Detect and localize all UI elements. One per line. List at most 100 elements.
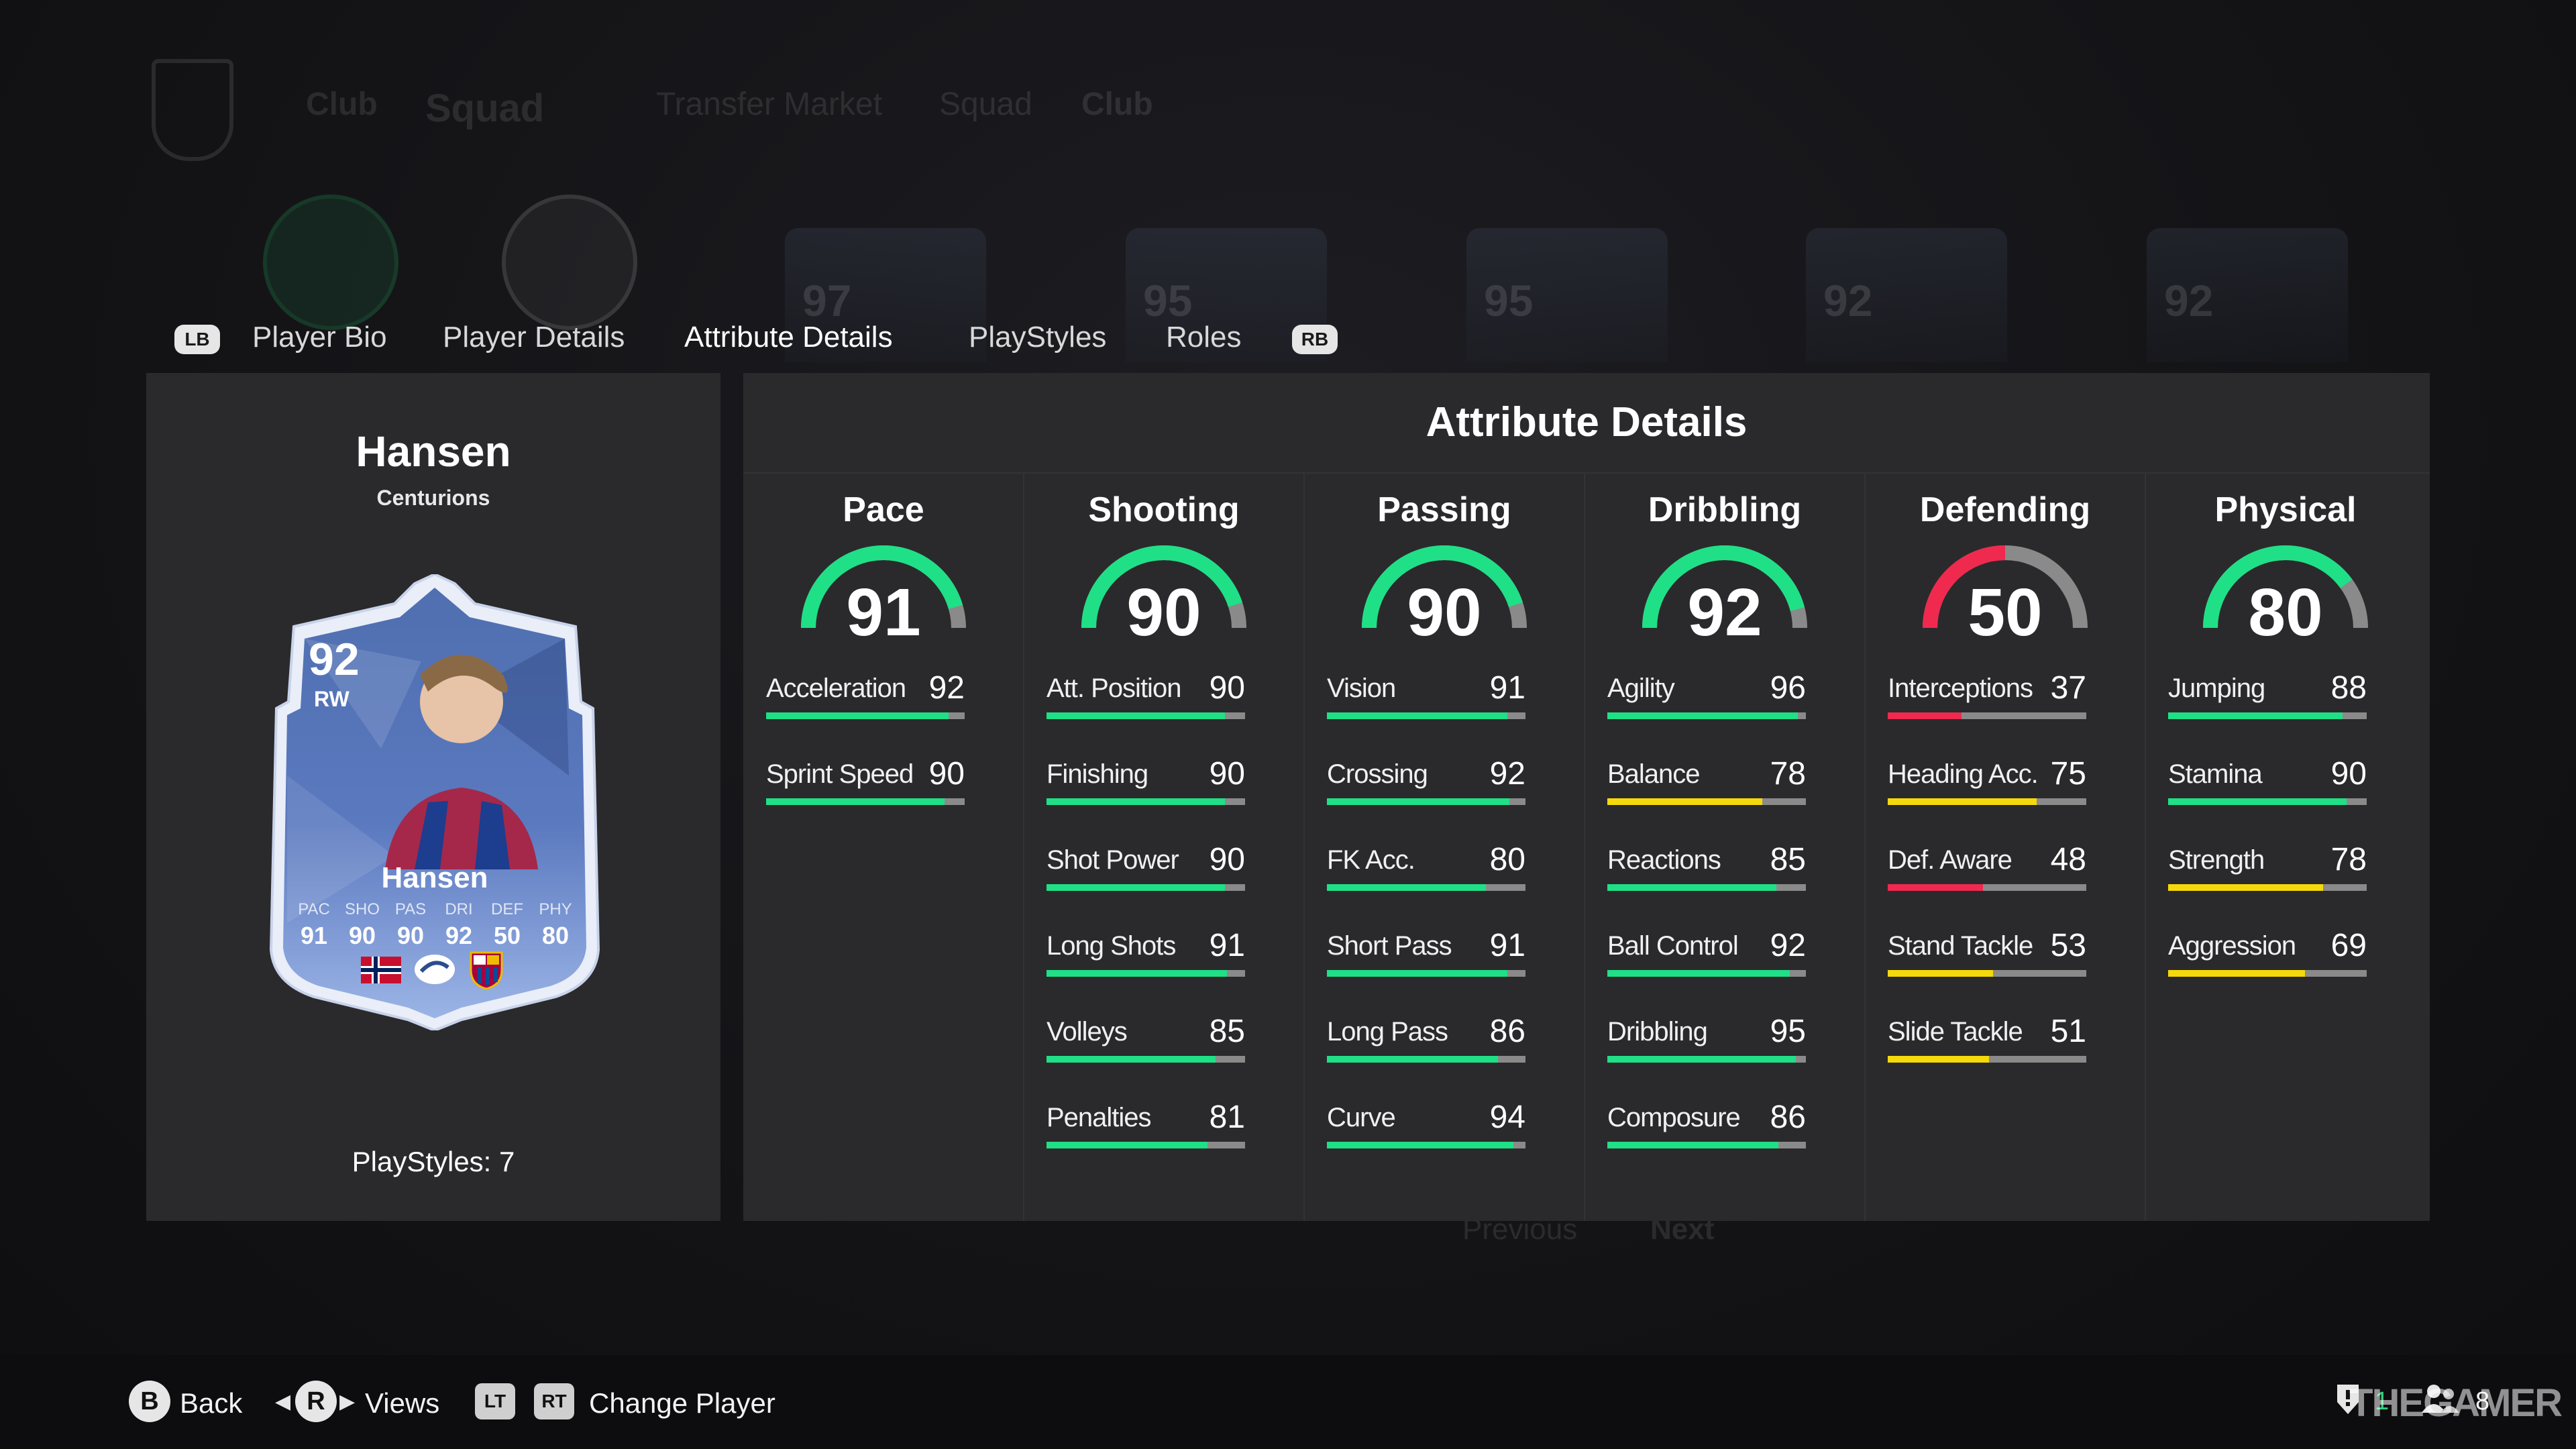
attribute-name: Vision bbox=[1327, 674, 1396, 703]
attribute-row: Ball Control 92 bbox=[1607, 928, 1806, 985]
attribute-bar bbox=[1046, 798, 1245, 805]
gauge-fill bbox=[801, 545, 963, 629]
attribute-name: Stamina bbox=[2168, 759, 2263, 789]
attribute-bar-fill bbox=[1046, 1056, 1216, 1063]
attribute-row: Balance 78 bbox=[1607, 756, 1806, 813]
attribute-bar-fill bbox=[1046, 884, 1226, 891]
attribute-bar-fill bbox=[1327, 1056, 1498, 1063]
attribute-value: 91 bbox=[1209, 928, 1245, 963]
gauge-fill bbox=[1362, 545, 1523, 629]
thegamer-watermark: THEGAMER bbox=[2349, 1381, 2563, 1425]
card-stat-sho: SHO 90 bbox=[344, 900, 380, 949]
attribute-value: 90 bbox=[1209, 842, 1245, 877]
attribute-row: Volleys 85 bbox=[1046, 1014, 1245, 1071]
attribute-value: 91 bbox=[1489, 928, 1525, 963]
attribute-name: Jumping bbox=[2168, 674, 2265, 703]
attribute-bar-fill bbox=[1607, 1142, 1778, 1148]
attribute-value: 92 bbox=[1770, 928, 1806, 963]
attribute-bar-fill bbox=[1046, 712, 1226, 719]
attribute-bar-fill bbox=[1327, 970, 1508, 977]
attribute-bar bbox=[1888, 712, 2086, 719]
attribute-bar-fill bbox=[1888, 884, 1984, 891]
attribute-bar bbox=[1327, 970, 1525, 977]
attribute-row: Stand Tackle 53 bbox=[1888, 928, 2086, 985]
gauge-fill bbox=[1081, 545, 1242, 629]
tab-player-details[interactable]: Player Details bbox=[443, 321, 625, 354]
category-gauge bbox=[1923, 545, 2088, 629]
attribute-bar bbox=[1888, 884, 2086, 891]
lb-bumper-icon[interactable]: LB bbox=[174, 325, 220, 354]
attribute-value: 96 bbox=[1770, 670, 1806, 706]
column-divider bbox=[1303, 474, 1305, 1221]
views-label[interactable]: Views bbox=[365, 1387, 440, 1419]
attribute-row: Vision 91 bbox=[1327, 670, 1525, 727]
attribute-bar bbox=[1046, 884, 1245, 891]
attribute-bar bbox=[1327, 1056, 1525, 1063]
attribute-row: Long Shots 91 bbox=[1046, 928, 1245, 985]
attribute-bar bbox=[766, 712, 965, 719]
back-label[interactable]: Back bbox=[180, 1387, 243, 1419]
category-rating: 80 bbox=[2248, 575, 2323, 650]
attribute-column-pace: Pace 91 Acceleration 92 Sprint Speed 90 bbox=[743, 474, 1024, 1221]
attribute-value: 95 bbox=[1770, 1014, 1806, 1049]
liga-f-icon bbox=[415, 955, 455, 984]
attribute-row: Dribbling 95 bbox=[1607, 1014, 1806, 1071]
b-button-icon[interactable]: B bbox=[129, 1381, 170, 1422]
notification-count: 1 bbox=[2375, 1387, 2390, 1415]
attribute-bar bbox=[1607, 798, 1806, 805]
attribute-name: Acceleration bbox=[766, 674, 906, 703]
tab-playstyles[interactable]: PlayStyles bbox=[969, 321, 1107, 354]
tab-player-bio[interactable]: Player Bio bbox=[252, 321, 387, 354]
tab-attribute-details[interactable]: Attribute Details bbox=[684, 321, 893, 354]
notification-icon[interactable] bbox=[2332, 1382, 2364, 1417]
player-team: Centurions bbox=[376, 486, 490, 510]
attribute-bar bbox=[1327, 712, 1525, 719]
attribute-value: 94 bbox=[1489, 1099, 1525, 1135]
left-arrow-icon: ◀ bbox=[275, 1391, 291, 1413]
category-gauge bbox=[1362, 545, 1527, 629]
attribute-row: Stamina 90 bbox=[2168, 756, 2367, 813]
rb-bumper-icon[interactable]: RB bbox=[1292, 325, 1338, 354]
attribute-name: Strength bbox=[2168, 845, 2265, 875]
attribute-name: Volleys bbox=[1046, 1017, 1128, 1046]
rt-trigger-icon[interactable]: RT bbox=[534, 1383, 574, 1419]
attribute-value: 53 bbox=[2050, 928, 2086, 963]
category-gauge bbox=[801, 545, 966, 629]
lt-trigger-icon[interactable]: LT bbox=[475, 1383, 515, 1419]
attribute-bar-fill bbox=[1327, 1142, 1514, 1148]
attribute-row: Aggression 69 bbox=[2168, 928, 2367, 985]
attribute-value: 51 bbox=[2050, 1014, 2086, 1049]
category-gauge bbox=[2203, 545, 2368, 629]
attribute-row: Heading Acc. 75 bbox=[1888, 756, 2086, 813]
bg-slot-circle bbox=[263, 195, 398, 330]
attribute-row: Sprint Speed 90 bbox=[766, 756, 965, 813]
attribute-bar-fill bbox=[1607, 798, 1762, 805]
attribute-name: Balance bbox=[1607, 759, 1701, 789]
attribute-bar-fill bbox=[1327, 798, 1510, 805]
card-position: RW bbox=[314, 687, 350, 711]
attribute-bar bbox=[2168, 884, 2367, 891]
attribute-row: Shot Power 90 bbox=[1046, 842, 1245, 899]
attribute-value: 92 bbox=[928, 670, 965, 706]
norway-flag-icon bbox=[361, 957, 401, 983]
attribute-bar-fill bbox=[1046, 798, 1226, 805]
attribute-value: 81 bbox=[1209, 1099, 1245, 1135]
tab-roles[interactable]: Roles bbox=[1166, 321, 1242, 354]
attribute-row: Interceptions 37 bbox=[1888, 670, 2086, 727]
attribute-bar bbox=[1607, 884, 1806, 891]
attribute-row: Penalties 81 bbox=[1046, 1099, 1245, 1157]
friends-icon[interactable] bbox=[2419, 1382, 2462, 1417]
player-card: 92 RW Hansen PAC 91 SHO 90 PAS 90 DRI 92 DEF… bbox=[260, 574, 609, 1030]
r-stick-icon[interactable]: R bbox=[295, 1381, 337, 1422]
change-player-label[interactable]: Change Player bbox=[589, 1387, 775, 1419]
category-rating: 91 bbox=[846, 575, 921, 650]
controller-hints-bar: B Back ◀ R ▶ Views LT RT Change Player 1… bbox=[0, 1355, 2576, 1449]
gauge-fill bbox=[1923, 545, 2006, 629]
attribute-bar bbox=[2168, 712, 2367, 719]
attribute-column-passing: Passing 90 Vision 91 Crossing 92 FK Acc. 80 Shor… bbox=[1304, 474, 1585, 1221]
attribute-value: 80 bbox=[1489, 842, 1525, 877]
attribute-bar-fill bbox=[1327, 712, 1508, 719]
attribute-bar bbox=[1888, 970, 2086, 977]
attribute-name: Crossing bbox=[1327, 759, 1428, 789]
attribute-bar-fill bbox=[1607, 970, 1790, 977]
